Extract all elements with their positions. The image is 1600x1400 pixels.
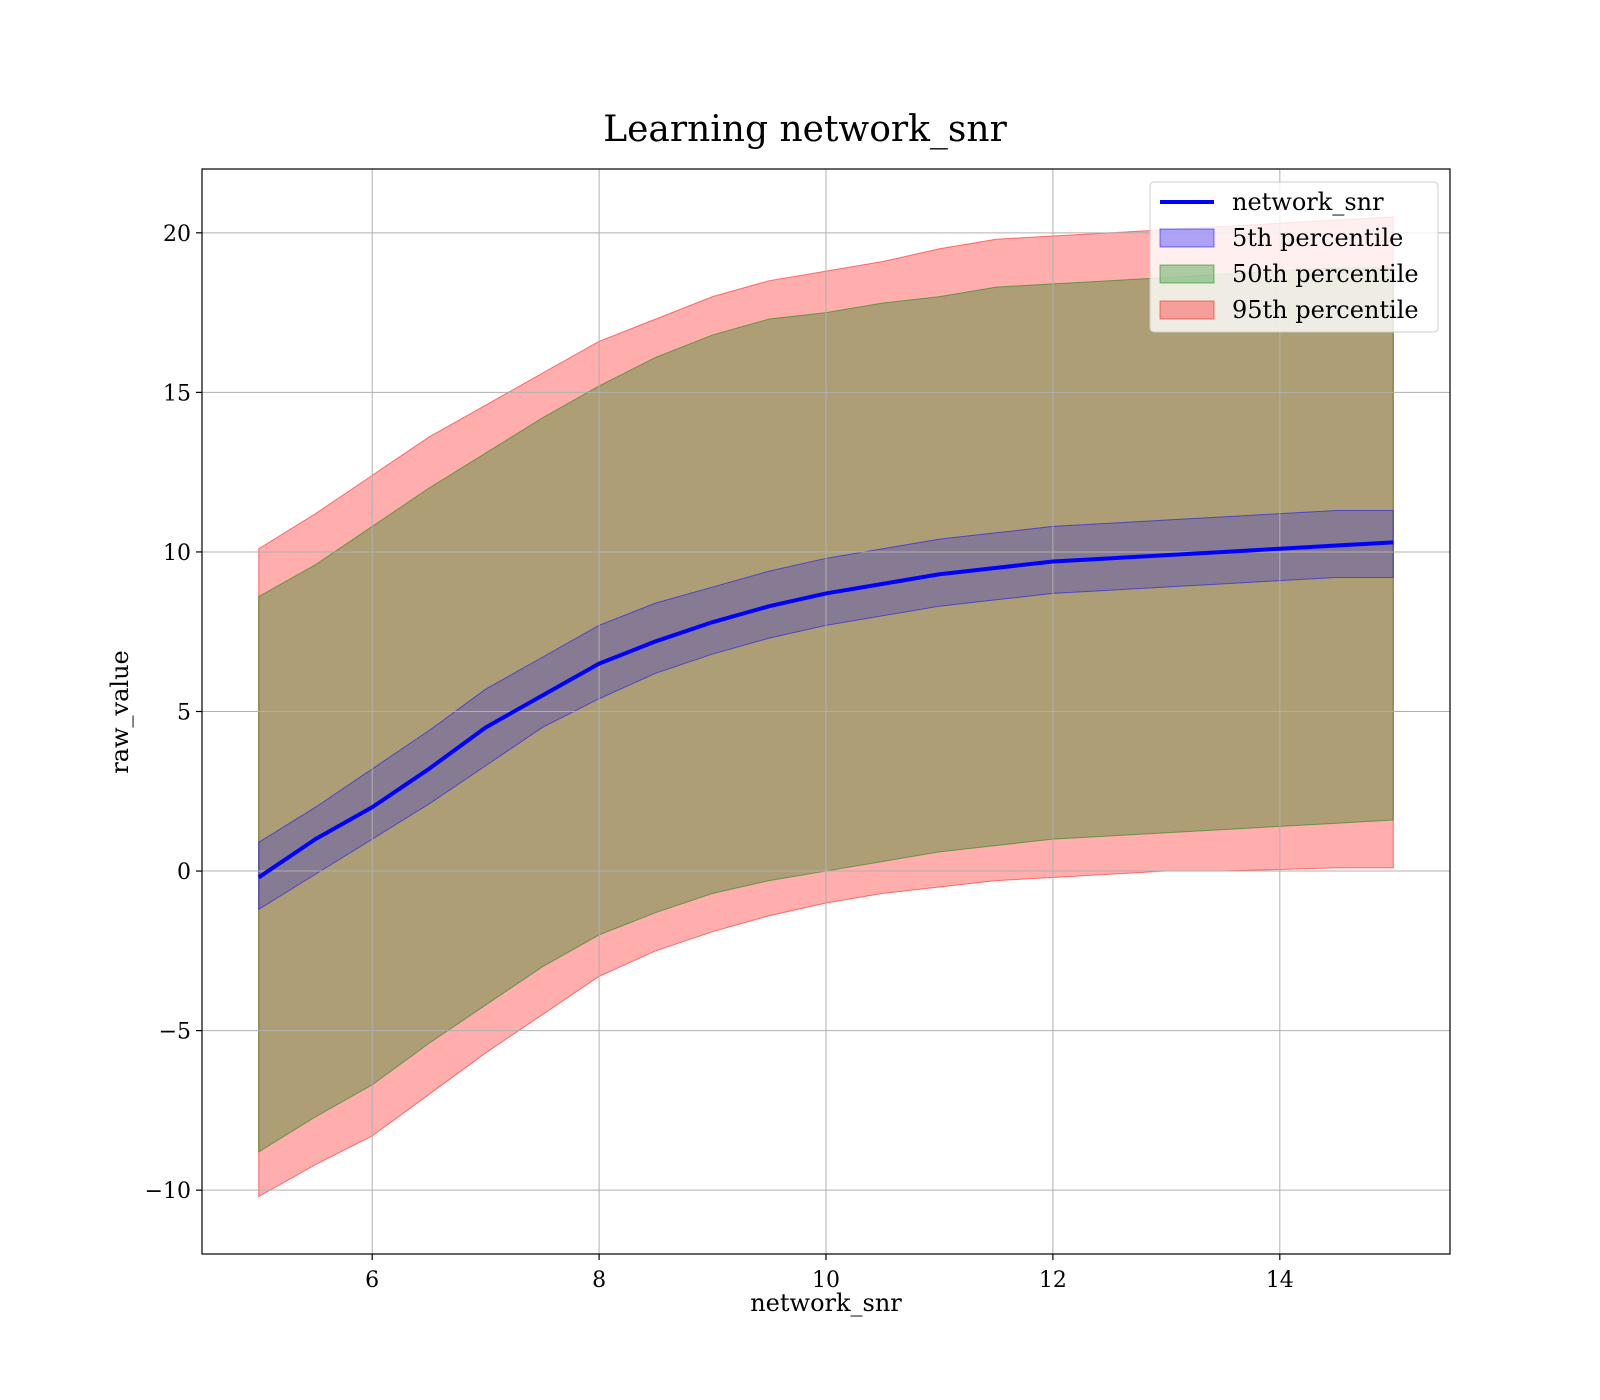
y-tick-label: 5 [177, 701, 191, 726]
y-tick-label: 20 [163, 222, 191, 247]
legend: network_snr 5th percentile 50th percentile… [1149, 181, 1439, 333]
legend-label-5th-percentile: 5th percentile [1232, 224, 1403, 252]
legend-box [1149, 181, 1439, 333]
plot-area [201, 168, 1451, 1255]
y-tick-label: 15 [163, 381, 191, 406]
y-tick-label: −5 [159, 1020, 191, 1045]
x-tick-label: 14 [1266, 1268, 1294, 1293]
legend-label-95th-percentile: 95th percentile [1232, 296, 1419, 324]
legend-swatch-50th-percentile [1159, 264, 1215, 284]
x-tick-label: 6 [365, 1268, 379, 1293]
x-tick-label: 12 [1039, 1268, 1067, 1293]
x-tick-label: 10 [812, 1268, 840, 1293]
legend-label-50th-percentile: 50th percentile [1232, 260, 1419, 288]
y-axis-label: raw_value [106, 650, 134, 774]
x-tick-label: 8 [592, 1268, 606, 1293]
y-tick-label: 0 [177, 860, 191, 885]
chart-title: Learning network_snr [603, 109, 1007, 150]
legend-label-network-snr: network_snr [1232, 188, 1384, 216]
legend-swatch-95th-percentile [1159, 300, 1215, 320]
series-line-network-snr [257, 540, 1394, 880]
x-axis-label: network_snr [750, 1289, 902, 1317]
y-tick-label: −10 [145, 1179, 191, 1204]
x-axis-ticks: 6 8 10 12 14 [365, 1254, 1294, 1293]
y-tick-label: 10 [163, 541, 191, 566]
legend-swatch-5th-percentile [1159, 228, 1215, 248]
y-axis-ticks: −10 −5 0 5 10 15 20 [145, 222, 202, 1204]
